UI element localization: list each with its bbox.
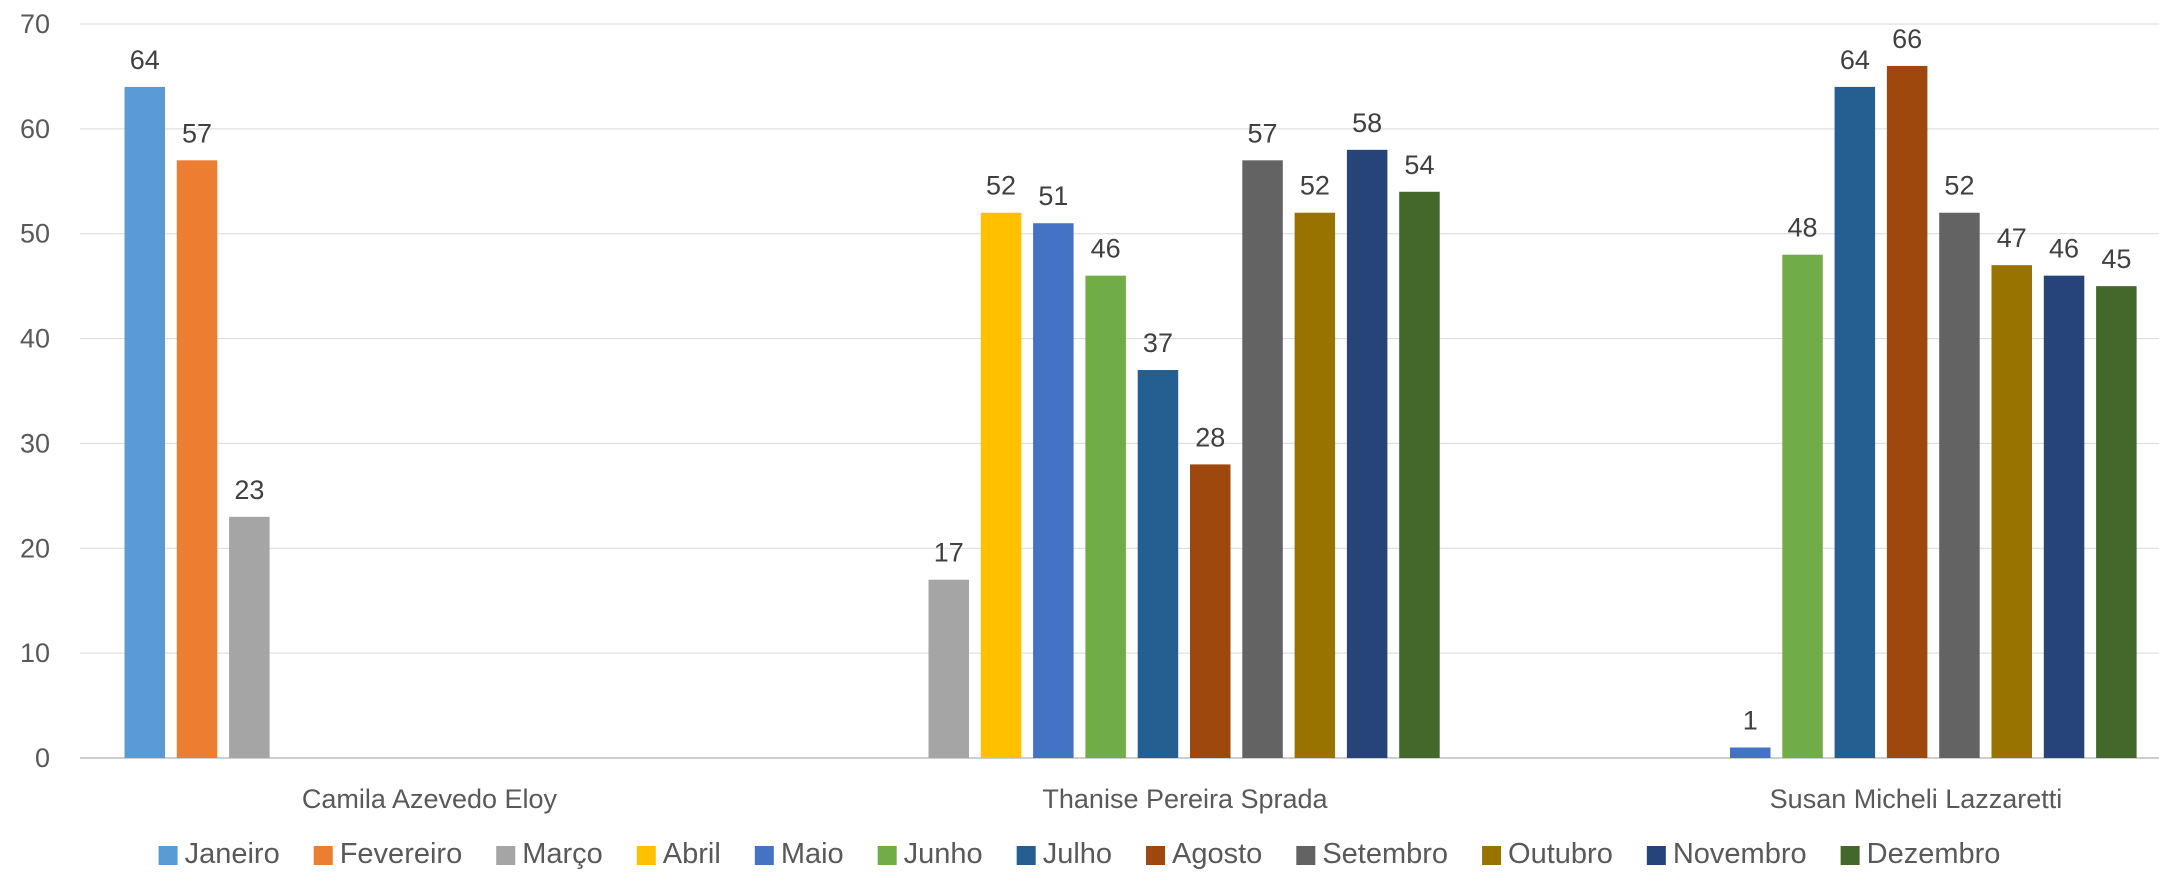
y-tick-label: 0 (35, 743, 50, 773)
x-axis-category-labels: Camila Azevedo Eloy Thanise Pereira Sprad… (302, 784, 2062, 814)
category-label: Susan Micheli Lazzaretti (1770, 784, 2063, 814)
legend-item-junho: Junho (877, 838, 983, 870)
legend-label: Março (522, 838, 603, 870)
legend-label: Junho (904, 838, 983, 870)
data-label: 46 (2049, 234, 2079, 264)
y-tick-label: 30 (20, 428, 50, 458)
y-tick-label: 20 (20, 533, 50, 563)
legend-item-maio: Maio (754, 838, 844, 870)
bar-dezembro (1399, 191, 1440, 758)
legend-swatch (877, 846, 897, 865)
legend-label: Outubro (1508, 838, 1613, 870)
legend-label: Dezembro (1867, 838, 2001, 870)
legend-swatch (313, 846, 333, 865)
data-label: 1 (1743, 706, 1758, 736)
legend: Janeiro Fevereiro Março Abril Maio Junho Julho… (158, 838, 2001, 870)
data-labels: 64 57 23 17 52 51 46 37 28 57 52 58 54 1 48 64 66 52 47 46 4… (130, 24, 2132, 736)
data-label: 48 (1788, 213, 1818, 243)
bar-abril (980, 212, 1022, 758)
data-label: 45 (2101, 244, 2131, 274)
bar-junho (1085, 275, 1126, 758)
legend-swatch (1646, 846, 1666, 865)
data-label: 52 (1300, 171, 1330, 201)
legend-item-agosto: Agosto (1146, 838, 1262, 870)
bars (124, 65, 2137, 759)
legend-label: Maio (781, 838, 844, 870)
y-tick-label: 60 (20, 114, 50, 144)
legend-item-julho: Julho (1016, 838, 1112, 870)
data-label: 57 (1248, 118, 1278, 148)
y-tick-label: 70 (20, 9, 50, 39)
legend-label: Agosto (1172, 838, 1262, 870)
legend-label: Abril (663, 838, 721, 870)
legend-label: Julho (1043, 838, 1112, 870)
bar-julho (1137, 370, 1179, 758)
legend-label: Janeiro (185, 838, 280, 870)
bar-novembro (2043, 275, 2085, 758)
legend-label: Setembro (1322, 838, 1448, 870)
bar-junho (1782, 254, 1823, 758)
legend-swatch (496, 846, 516, 865)
y-axis-tick-labels: 0 10 20 30 40 50 60 70 (20, 9, 50, 773)
y-tick-label: 10 (20, 638, 50, 668)
bar-março (229, 516, 270, 758)
data-label: 64 (1840, 45, 1870, 75)
bar-agosto (1190, 464, 1231, 758)
legend-swatch (158, 846, 178, 865)
data-label: 52 (986, 171, 1016, 201)
legend-item-setembro: Setembro (1296, 838, 1448, 870)
legend-label: Novembro (1673, 838, 1807, 870)
legend-item-abril: Abril (636, 838, 721, 870)
category-label: Thanise Pereira Sprada (1042, 784, 1328, 814)
data-label: 46 (1091, 234, 1121, 264)
legend-swatch (1840, 846, 1860, 865)
legend-swatch (1016, 846, 1036, 865)
legend-item-dezembro: Dezembro (1840, 838, 2001, 870)
bar-outubro (1991, 265, 2032, 758)
bar-outubro (1294, 212, 1336, 758)
legend-item-março: Março (496, 838, 603, 870)
bar-março (928, 579, 969, 758)
data-label: 51 (1038, 181, 1068, 211)
data-label: 66 (1892, 24, 1922, 54)
data-label: 47 (1997, 223, 2027, 253)
data-label: 23 (234, 475, 264, 505)
data-label: 17 (934, 538, 964, 568)
data-label: 57 (182, 118, 212, 148)
data-label: 52 (1944, 171, 1974, 201)
category-label: Camila Azevedo Eloy (302, 784, 558, 814)
legend-item-outubro: Outubro (1482, 838, 1613, 870)
bar-maio (1033, 223, 1074, 758)
bar-fevereiro (176, 160, 218, 759)
data-label: 37 (1143, 328, 1173, 358)
y-tick-label: 50 (20, 219, 50, 249)
bar-setembro (1242, 160, 1283, 759)
legend-label: Fevereiro (340, 838, 463, 870)
legend-swatch (1146, 846, 1166, 865)
legend-item-fevereiro: Fevereiro (313, 838, 463, 870)
bar-dezembro (2096, 286, 2137, 758)
bar-novembro (1346, 149, 1388, 759)
data-label: 58 (1352, 108, 1382, 138)
legend-swatch (1296, 846, 1316, 865)
bar-julho (1834, 86, 1876, 758)
legend-swatch (1482, 846, 1502, 865)
bar-maio (1730, 747, 1771, 758)
legend-swatch (636, 846, 656, 865)
y-tick-label: 40 (20, 324, 50, 354)
legend-item-janeiro: Janeiro (158, 838, 280, 870)
bar-janeiro (124, 86, 165, 758)
bar-agosto (1886, 65, 1928, 758)
bar-setembro (1939, 212, 1980, 758)
data-label: 54 (1404, 150, 1434, 180)
legend-swatch (754, 846, 774, 865)
data-label: 64 (130, 45, 160, 75)
data-label: 28 (1195, 422, 1225, 452)
legend-item-novembro: Novembro (1646, 838, 1807, 870)
